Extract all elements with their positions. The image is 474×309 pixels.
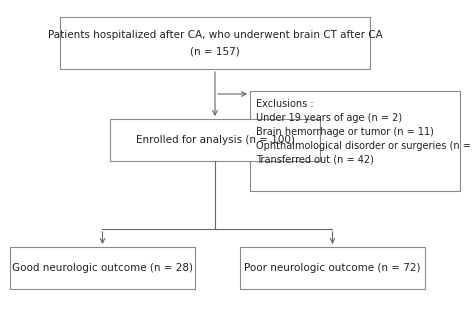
Text: Poor neurologic outcome (n = 72): Poor neurologic outcome (n = 72)	[244, 263, 421, 273]
FancyBboxPatch shape	[60, 17, 370, 69]
Text: Enrolled for analysis (n = 100): Enrolled for analysis (n = 100)	[136, 135, 294, 145]
FancyBboxPatch shape	[10, 247, 195, 289]
Text: Exclusions :
Under 19 years of age (n = 2)
Brain hemorrhage or tumor (n = 11)
Op: Exclusions : Under 19 years of age (n = …	[256, 99, 474, 165]
Text: Patients hospitalized after CA, who underwent brain CT after CA: Patients hospitalized after CA, who unde…	[47, 30, 383, 40]
Text: (n = 157): (n = 157)	[190, 46, 240, 56]
FancyBboxPatch shape	[250, 91, 460, 191]
Text: Good neurologic outcome (n = 28): Good neurologic outcome (n = 28)	[12, 263, 193, 273]
FancyBboxPatch shape	[240, 247, 425, 289]
FancyBboxPatch shape	[110, 119, 320, 161]
